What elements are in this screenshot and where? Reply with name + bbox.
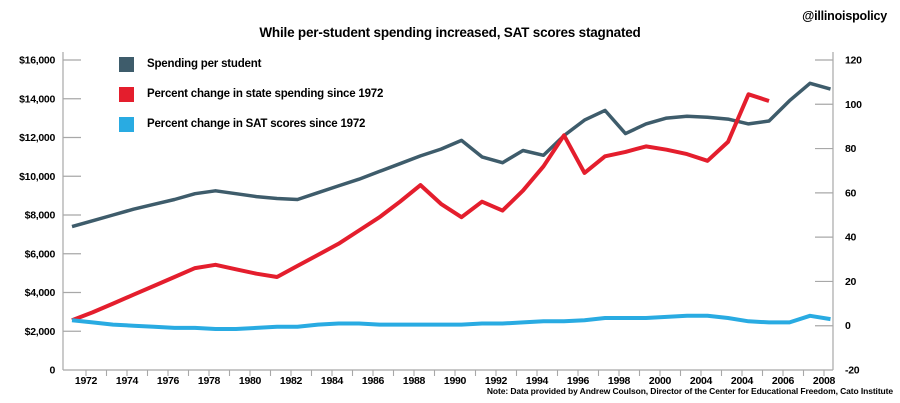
legend-label-sat-pct: Percent change in SAT scores since 1972 [147, 118, 366, 130]
y-axis-right-tick-label: 100 [845, 99, 862, 111]
x-axis-tick-label: 1998 [608, 375, 631, 387]
y-axis-right-tick-label: 80 [845, 143, 857, 155]
legend-swatch-sat-pct [119, 116, 134, 132]
x-axis-tick-label: 2008 [813, 375, 836, 387]
x-axis-tick-label: 1996 [567, 375, 590, 387]
x-axis-tick-label: 1976 [157, 375, 180, 387]
x-axis-tick-label: 1986 [362, 375, 385, 387]
x-axis-tick-label: 1992 [485, 375, 508, 387]
twitter-handle: @illinoispolicy [802, 9, 887, 23]
x-axis-tick-label: 1994 [526, 375, 549, 387]
y-axis-left-tick-label: $2,000 [25, 326, 56, 338]
x-axis-tick-label: 2004 [731, 375, 754, 387]
x-axis-tick-label: 2004 [690, 375, 713, 387]
y-axis-right-tick-label: 120 [845, 55, 862, 67]
y-axis-left-tick-label: $10,000 [19, 171, 55, 183]
y-axis-left-tick-label: $12,000 [19, 132, 55, 144]
chart-title: While per-student spending increased, SA… [259, 25, 641, 40]
y-axis-right-tick-label: 20 [845, 276, 857, 288]
series-line-percent-change-in-sat-scores-since-1972 [71, 313, 831, 331]
legend-label-spending: Spending per student [147, 58, 262, 70]
chart-legend: Spending per student Percent change in s… [119, 56, 383, 146]
x-axis-tick-label: 1982 [280, 375, 303, 387]
legend-label-state-spending-pct: Percent change in state spending since 1… [147, 88, 384, 100]
source-note: Note: Data provided by Andrew Coulson, D… [486, 386, 893, 396]
x-axis-tick-label: 1978 [198, 375, 221, 387]
legend-item-sat-pct: Percent change in SAT scores since 1972 [119, 116, 383, 132]
x-axis-tick-label: 1984 [321, 375, 344, 387]
y-axis-left-tick-label: $8,000 [25, 210, 56, 222]
y-axis-right-tick-label: 40 [845, 232, 857, 244]
y-axis-left-tick-label: $6,000 [25, 248, 56, 260]
y-axis-right-tick-label: 60 [845, 187, 857, 199]
legend-swatch-state-spending-pct [119, 86, 134, 102]
y-axis-left-tick-label: $14,000 [19, 93, 55, 105]
x-axis-tick-label: 1988 [403, 375, 426, 387]
series-line-percent-change-in-state-spending-since-1972 [71, 92, 770, 323]
x-axis-tick-label: 1974 [116, 375, 139, 387]
series-line-spending-per-student [71, 81, 831, 229]
y-axis-left-tick-label: 0 [49, 365, 55, 377]
x-axis-tick-label: 1980 [239, 375, 262, 387]
legend-swatch-spending [119, 56, 134, 72]
legend-item-state-spending-pct: Percent change in state spending since 1… [119, 86, 383, 102]
x-axis-tick-label: 2006 [772, 375, 795, 387]
y-axis-left-tick-label: $4,000 [25, 287, 56, 299]
legend-item-spending: Spending per student [119, 56, 383, 72]
x-axis-tick-label: 2000 [649, 375, 672, 387]
x-axis-tick-label: 1990 [444, 375, 467, 387]
y-axis-right-tick-label: 0 [845, 320, 851, 332]
x-axis-tick-label: 1972 [75, 375, 98, 387]
y-axis-left-tick-label: $16,000 [19, 55, 55, 67]
y-axis-right-tick-label: -20 [845, 365, 860, 377]
